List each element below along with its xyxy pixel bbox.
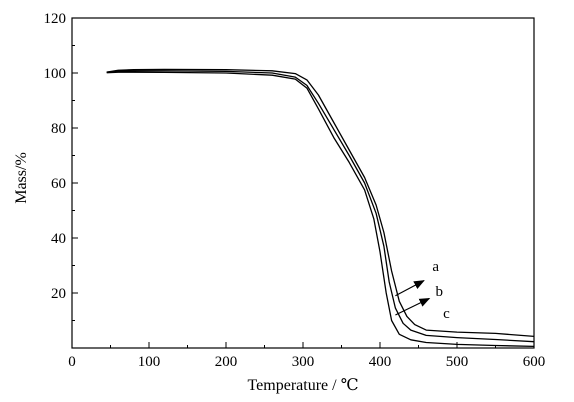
tick-labels: 0 100 200 300 400 500 600 20 40 60 80 100 120 — [44, 11, 546, 370]
annotation-label-a: a — [432, 259, 439, 275]
annotation-label-c: c — [443, 306, 450, 322]
x-tick-label: 300 — [292, 354, 315, 370]
y-tick-label: 40 — [51, 231, 66, 247]
y-axis-title: Mass/% — [13, 152, 30, 204]
x-tick-label: 0 — [68, 354, 76, 370]
x-tick-label: 200 — [215, 354, 238, 370]
series-line-c — [106, 71, 535, 348]
x-tick-label: 400 — [369, 354, 392, 370]
x-tick-label: 500 — [446, 354, 469, 370]
x-tick-label: 600 — [523, 354, 546, 370]
y-tick-label: 20 — [51, 286, 66, 302]
x-tick-label: 100 — [138, 354, 161, 370]
y-tick-label: 120 — [44, 11, 67, 27]
annotation-arrow-a — [395, 280, 425, 297]
x-axis-title: Temperature / ℃ — [248, 377, 359, 394]
annotation-label-b: b — [435, 284, 443, 300]
series-line-a — [106, 68, 535, 338]
plot-frame — [71, 17, 535, 349]
annotation-layer: abc — [395, 259, 450, 322]
series-layer — [106, 68, 535, 348]
y-tick-label: 80 — [51, 121, 66, 137]
y-tick-label: 100 — [44, 66, 67, 82]
series-line-b — [106, 70, 535, 343]
annotation-arrow-b — [395, 297, 431, 316]
y-tick-label: 60 — [51, 176, 66, 192]
axis-ticks — [71, 17, 535, 348]
